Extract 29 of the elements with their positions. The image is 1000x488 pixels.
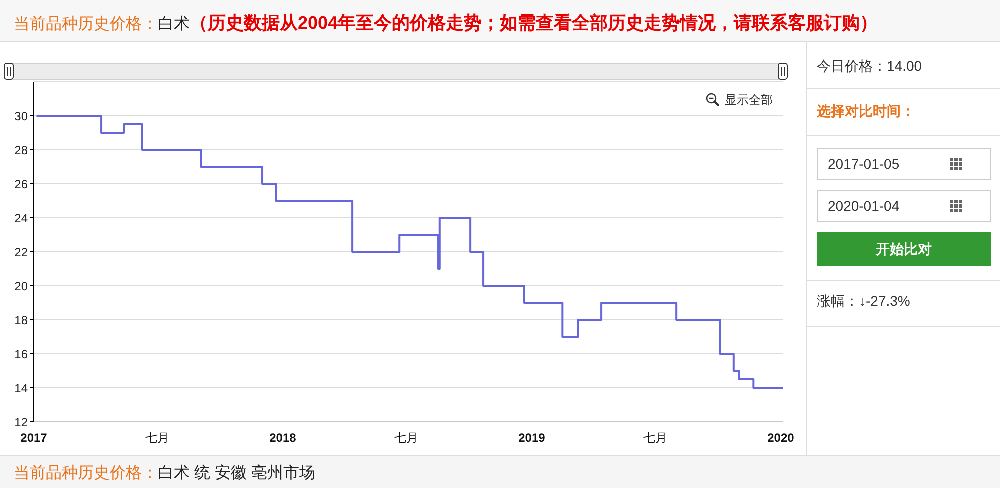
y-tick-label: 28 [14, 143, 28, 158]
text: （历史数据从2004年至今的价格走势；如需查看全部历史走势情况，请联系客服订购） [190, 13, 878, 33]
y-tick-label: 30 [14, 109, 28, 124]
date-field: 2020-01-04 [817, 190, 991, 222]
x-tick-label: 2017 [20, 431, 48, 445]
y-tick-label: 12 [14, 415, 28, 430]
chart-title: 当前品种历史价格： [14, 16, 158, 33]
x-tick-label: 2018 [270, 431, 297, 445]
compare-button: 开始比对 [817, 232, 991, 266]
y-tick-label: 16 [14, 347, 28, 362]
annotation: 显示全部 [725, 93, 773, 107]
x-tick-label: 七月 [145, 431, 170, 445]
y-tick-label: 18 [14, 313, 28, 328]
y-tick-label: 26 [14, 177, 28, 192]
chart-subtitle: 白术 [158, 16, 190, 33]
y-tick-label: 20 [14, 279, 28, 294]
x-tick-label: 2019 [518, 431, 546, 445]
y-tick-label: 14 [14, 381, 28, 396]
x-tick-label: 七月 [643, 431, 668, 445]
date-field: 2017-01-05 [817, 148, 991, 180]
text: 当前品种历史价格： [14, 465, 158, 482]
text: 涨幅：↓-27.3% [817, 293, 910, 309]
y-tick-label: 24 [14, 211, 28, 226]
text: 白术 统 安徽 亳州市场 [158, 465, 316, 482]
x-tick-label: 2020 [768, 431, 795, 445]
x-tick-label: 七月 [394, 431, 418, 445]
y-tick-label: 22 [14, 245, 28, 260]
text: 今日价格：14.00 [817, 58, 922, 74]
text: 选择对比时间： [817, 103, 915, 119]
